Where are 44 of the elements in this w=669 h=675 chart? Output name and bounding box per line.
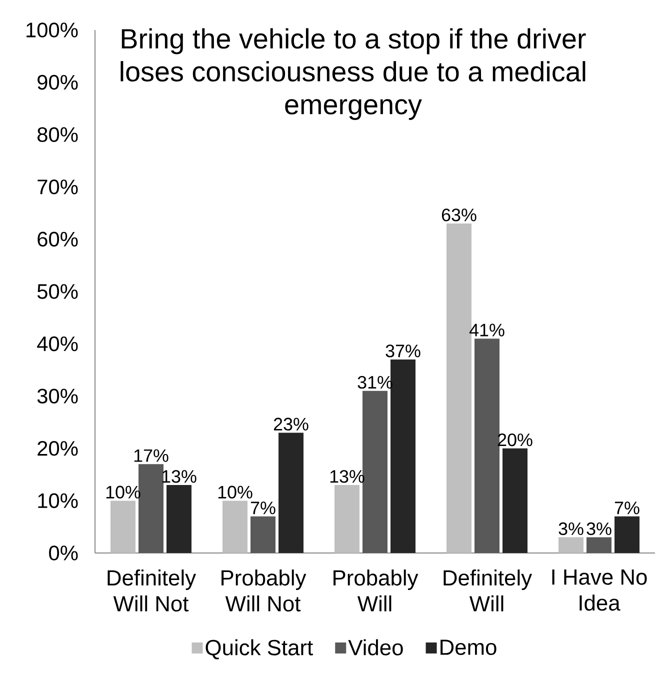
data-label: 10% [218, 486, 252, 498]
x-tick-label: I Have No Idea [552, 570, 647, 611]
y-tick-label: 10% [38, 493, 78, 508]
x-tick-label: Probably Will Not [222, 570, 306, 612]
y-tick-label: 90% [38, 74, 78, 90]
y-tick-label: 30% [37, 388, 78, 404]
y-tick-label: 60% [38, 232, 78, 247]
data-label: 7% [614, 502, 640, 514]
x-tick-label: Definitely Will [444, 570, 532, 612]
data-label: 63% [442, 208, 476, 222]
data-label: 3% [558, 522, 584, 536]
y-tick-label: 50% [37, 284, 78, 299]
data-label: 23% [274, 418, 308, 431]
bar [502, 448, 528, 553]
bar [558, 537, 584, 553]
bar [278, 432, 304, 553]
y-tick-label: 100% [26, 22, 78, 38]
data-label: 41% [469, 324, 504, 336]
data-label: 37% [386, 344, 420, 358]
text: Bring the vehicle to a stop if the driver loses consciousness due to a medical emergency [120, 28, 586, 120]
y-tick-label: 40% [37, 336, 78, 352]
bar [250, 516, 276, 553]
y-tick-label: 20% [38, 440, 78, 456]
x-tick-label: Definitely Will Not [108, 570, 196, 612]
bar [110, 500, 136, 553]
bar [334, 485, 360, 553]
y-tick-label: 80% [38, 127, 78, 142]
legend-label: Demo [440, 640, 496, 655]
bar [474, 338, 500, 553]
bar [138, 464, 164, 553]
legend-label: Quick Start [206, 639, 313, 660]
bar [614, 516, 640, 553]
legend-label: Video [348, 639, 403, 656]
bar [390, 359, 416, 553]
data-label: 3% [586, 522, 612, 536]
bar [362, 390, 388, 553]
x-tick-label: Probably Will [334, 570, 418, 612]
bar [166, 485, 192, 553]
data-label: 7% [250, 502, 276, 514]
y-tick-label: 70% [38, 179, 78, 194]
y-tick-label: 0% [49, 546, 78, 560]
bar [586, 537, 612, 553]
bar [222, 500, 248, 553]
data-label: 17% [134, 449, 168, 462]
